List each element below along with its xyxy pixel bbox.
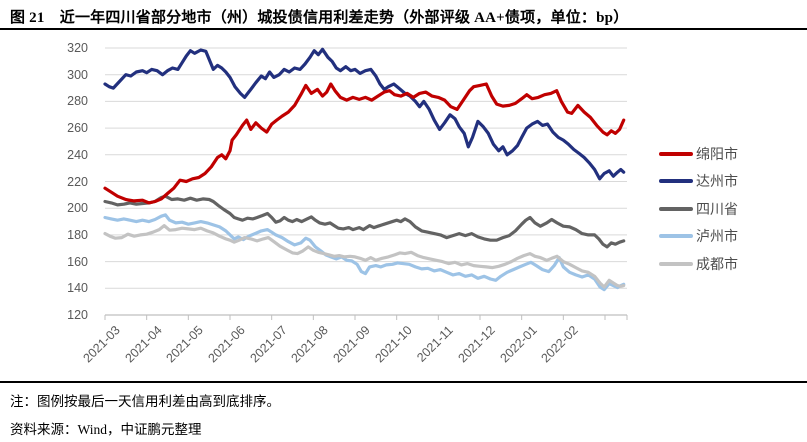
legend-line-swatch xyxy=(659,151,693,156)
y-tick-label-220: 220 xyxy=(67,174,88,189)
legend-label: 泸州市 xyxy=(696,228,738,245)
legend-item-四川省: 四川省 xyxy=(659,195,738,223)
series-line-四川省 xyxy=(103,194,626,249)
legend-line-swatch xyxy=(659,234,693,239)
legend-item-达州市: 达州市 xyxy=(659,168,738,196)
y-tick-label-180: 180 xyxy=(67,227,88,242)
legend-line-swatch xyxy=(659,179,693,184)
y-tick-label-240: 240 xyxy=(67,147,88,162)
legend-line-swatch xyxy=(659,206,693,211)
legend-label: 成都市 xyxy=(696,255,738,272)
legend-label: 绵阳市 xyxy=(696,145,738,162)
title-divider-rule xyxy=(0,28,807,30)
data-source-note: 资料来源：Wind，中证鹏元整理 xyxy=(10,422,202,437)
legend-item-泸州市: 泸州市 xyxy=(659,223,738,251)
y-tick-label-280: 280 xyxy=(67,94,88,109)
y-tick-label-160: 160 xyxy=(67,254,88,269)
y-tick-label-200: 200 xyxy=(67,201,88,216)
chart-legend: 绵阳市达州市四川省泸州市成都市 xyxy=(659,140,738,278)
legend-label: 四川省 xyxy=(696,200,738,217)
figure-title: 图 21 近一年四川省部分地市（州）城投债信用利差走势（外部评级 AA+债项，单… xyxy=(10,10,629,26)
y-tick-label-260: 260 xyxy=(67,121,88,136)
y-tick-label-300: 300 xyxy=(67,67,88,82)
y-tick-label-320: 320 xyxy=(67,41,88,55)
legend-item-成都市: 成都市 xyxy=(659,250,738,278)
legend-label: 达州市 xyxy=(696,173,738,190)
series-line-成都市 xyxy=(103,224,626,289)
series-line-达州市 xyxy=(103,47,626,181)
footer-divider-rule xyxy=(0,381,807,383)
y-tick-label-120: 120 xyxy=(67,308,88,322)
y-tick-label-140: 140 xyxy=(67,281,88,296)
legend-line-swatch xyxy=(659,261,693,266)
series-line-绵阳市 xyxy=(103,82,626,205)
series-line-泸州市 xyxy=(103,213,626,292)
chart-footnote: 注：图例按最后一天信用利差由高到底排序。 xyxy=(10,394,280,409)
legend-item-绵阳市: 绵阳市 xyxy=(659,140,738,168)
